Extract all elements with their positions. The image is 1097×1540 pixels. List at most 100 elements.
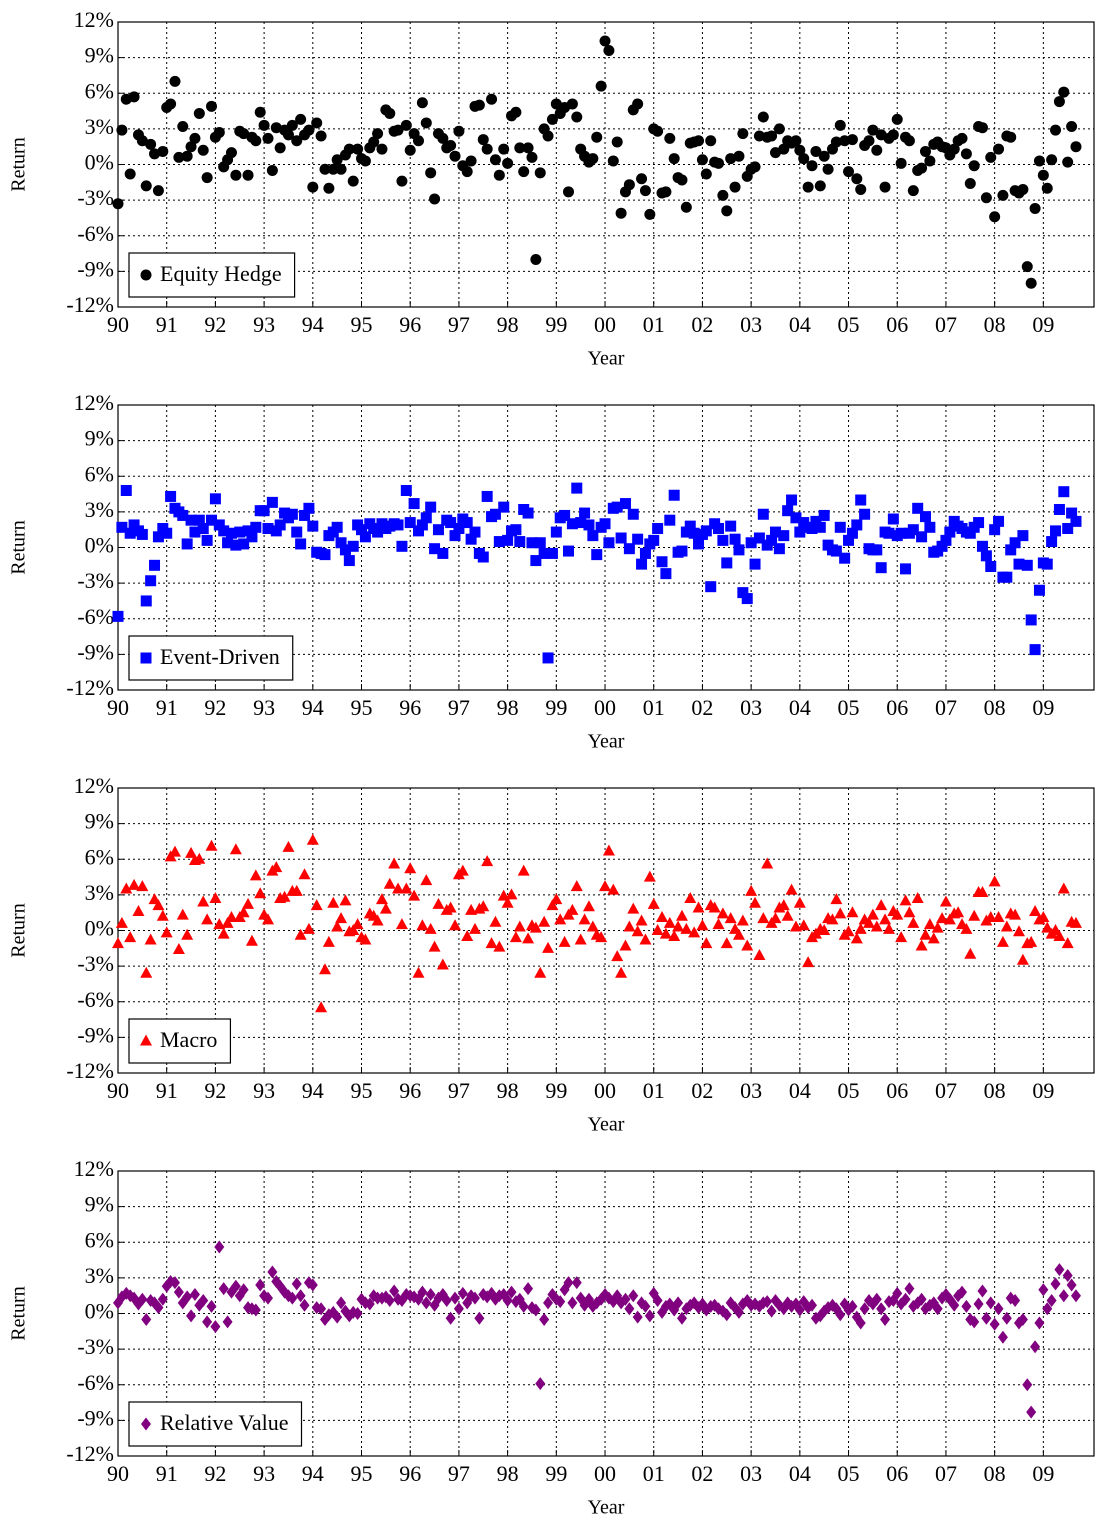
y-axis-label: Return bbox=[8, 1286, 30, 1340]
y-tick-label: 3% bbox=[85, 880, 114, 905]
point bbox=[246, 531, 258, 543]
y-tick-label: -9% bbox=[77, 256, 114, 281]
point bbox=[1017, 530, 1029, 542]
point bbox=[895, 527, 907, 539]
point bbox=[209, 493, 221, 505]
point bbox=[656, 556, 668, 568]
point bbox=[973, 1297, 984, 1311]
point bbox=[566, 98, 578, 110]
point bbox=[539, 1312, 550, 1326]
point bbox=[1022, 1378, 1033, 1392]
point bbox=[757, 508, 769, 520]
point bbox=[1005, 544, 1017, 556]
x-tick-label: 94 bbox=[302, 1078, 324, 1103]
point bbox=[794, 144, 806, 156]
x-tick-label: 05 bbox=[838, 695, 860, 720]
point bbox=[412, 135, 424, 147]
point bbox=[368, 136, 380, 148]
y-tick-label: -12% bbox=[66, 1441, 114, 1466]
point bbox=[855, 183, 867, 195]
point bbox=[1009, 537, 1021, 549]
point bbox=[693, 538, 705, 550]
point bbox=[242, 525, 254, 537]
point bbox=[157, 145, 169, 157]
point bbox=[395, 918, 408, 930]
point bbox=[993, 515, 1005, 527]
point bbox=[1025, 935, 1038, 947]
point bbox=[919, 928, 932, 940]
point bbox=[538, 915, 551, 927]
point bbox=[535, 1377, 546, 1391]
point bbox=[936, 540, 948, 552]
x-tick-label: 08 bbox=[984, 695, 1006, 720]
point bbox=[181, 538, 193, 550]
point bbox=[688, 527, 700, 539]
point bbox=[522, 932, 535, 944]
x-tick-label: 94 bbox=[302, 695, 324, 720]
y-tick-label: 0% bbox=[85, 916, 114, 941]
point bbox=[477, 134, 489, 146]
point bbox=[620, 1292, 631, 1306]
point bbox=[713, 157, 725, 169]
point bbox=[270, 861, 283, 873]
point bbox=[315, 1001, 328, 1013]
y-tick-label: -3% bbox=[77, 568, 114, 593]
point bbox=[846, 134, 858, 146]
point bbox=[810, 515, 822, 527]
point bbox=[254, 887, 267, 899]
point bbox=[790, 512, 802, 524]
point bbox=[985, 561, 997, 572]
point bbox=[766, 130, 778, 142]
y-tick-label: 0% bbox=[85, 533, 114, 558]
point bbox=[400, 119, 412, 131]
point bbox=[587, 153, 599, 165]
point bbox=[388, 857, 401, 869]
point bbox=[331, 154, 343, 166]
x-tick-label: 04 bbox=[789, 695, 811, 720]
point bbox=[270, 525, 282, 537]
point bbox=[262, 913, 275, 925]
x-tick-label: 01 bbox=[643, 1078, 665, 1103]
point bbox=[396, 540, 408, 552]
point bbox=[1050, 124, 1062, 136]
point bbox=[1057, 882, 1070, 894]
point bbox=[249, 869, 262, 881]
x-tick-label: 99 bbox=[545, 1461, 567, 1486]
point bbox=[778, 530, 790, 542]
x-tick-label: 97 bbox=[448, 1078, 470, 1103]
point bbox=[310, 899, 323, 911]
point bbox=[282, 840, 295, 852]
point bbox=[543, 1296, 554, 1310]
x-tick-label: 04 bbox=[789, 1461, 811, 1486]
point bbox=[538, 547, 550, 559]
point bbox=[624, 1302, 635, 1316]
point bbox=[173, 151, 185, 163]
point bbox=[769, 526, 781, 538]
x-tick-label: 90 bbox=[107, 695, 129, 720]
point bbox=[550, 893, 563, 905]
point bbox=[802, 956, 815, 968]
point bbox=[1017, 183, 1029, 195]
point bbox=[635, 914, 648, 926]
point bbox=[871, 544, 883, 556]
point bbox=[859, 1302, 870, 1316]
point bbox=[489, 154, 501, 166]
point bbox=[1033, 584, 1045, 596]
point bbox=[891, 113, 903, 125]
point bbox=[286, 119, 298, 131]
point bbox=[376, 143, 388, 155]
point bbox=[1009, 908, 1022, 920]
point bbox=[880, 1312, 891, 1326]
plot-frame bbox=[117, 404, 1095, 691]
point bbox=[851, 519, 863, 531]
point bbox=[465, 903, 478, 915]
point bbox=[534, 966, 547, 978]
point bbox=[900, 563, 912, 575]
x-tick-label: 00 bbox=[594, 1461, 616, 1486]
point bbox=[327, 163, 339, 175]
point bbox=[267, 1265, 278, 1279]
point bbox=[595, 80, 607, 92]
point bbox=[116, 124, 128, 136]
y-tick-label: 6% bbox=[85, 78, 114, 103]
point bbox=[716, 907, 729, 919]
